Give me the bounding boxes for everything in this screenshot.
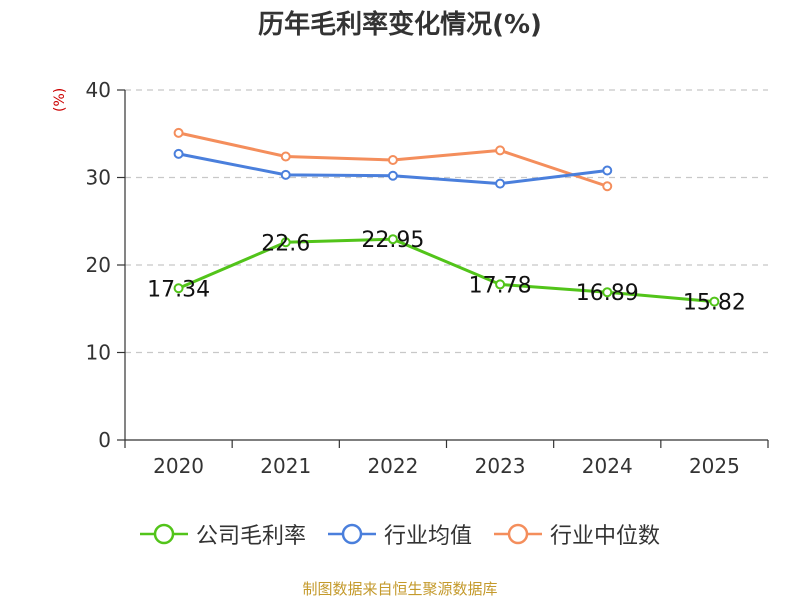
y-tick-label: 20	[86, 253, 111, 277]
data-point	[602, 181, 613, 192]
x-tick-label: 2024	[582, 454, 633, 478]
data-point	[602, 287, 613, 298]
data-label: 22.95	[361, 228, 424, 253]
data-point	[173, 283, 184, 294]
series-line-0	[177, 237, 715, 304]
legend-marker-icon	[327, 523, 376, 545]
axes: 0 10 20 30 40 2020 2021 2022 2023 2024 2025	[86, 78, 769, 478]
data-point	[387, 155, 398, 165]
data-label: 16.89	[576, 281, 639, 306]
legend-item[interactable]: 行业中位数	[494, 518, 660, 550]
data-point	[495, 178, 506, 189]
legend-label: 公司毛利率	[195, 524, 306, 549]
data-point	[709, 296, 720, 307]
data-label: 17.34	[147, 277, 210, 302]
legend-label: 行业中位数	[550, 524, 661, 549]
data-point	[602, 165, 613, 176]
legend-marker-icon	[139, 523, 188, 545]
y-tick-label: 0	[98, 428, 111, 452]
x-tick-label: 2023	[475, 454, 526, 478]
grid-lines	[125, 89, 768, 354]
data-point	[495, 279, 506, 290]
data-point	[280, 169, 291, 180]
data-point	[495, 145, 506, 156]
data-labels: 17.34 22.6 22.95 17.78 16.89 15.82	[147, 228, 746, 315]
data-point	[387, 170, 398, 181]
x-tick-label: 2025	[689, 454, 740, 478]
data-point	[280, 151, 291, 162]
legend-marker-icon	[494, 523, 542, 545]
data-point	[387, 234, 398, 245]
y-tick-label: 40	[86, 78, 111, 102]
data-label: 22.6	[261, 231, 310, 256]
legend-item[interactable]: 公司毛利率	[139, 518, 306, 550]
y-tick-label: 30	[86, 166, 111, 190]
legend-item[interactable]: 行业均值	[327, 518, 472, 550]
source-note: 制图数据来自恒生聚源数据库	[302, 580, 498, 598]
data-label: 15.82	[683, 291, 746, 316]
x-tick-label: 2021	[260, 454, 311, 478]
legend-label: 行业均值	[383, 524, 472, 549]
series-lines	[173, 127, 720, 307]
data-point	[173, 127, 184, 138]
x-tick-label: 2022	[367, 454, 418, 478]
legend: 公司毛利率 行业均值 行业中位数	[0, 518, 800, 550]
data-point	[280, 237, 291, 248]
data-label: 17.78	[469, 273, 532, 298]
y-tick-label: 10	[86, 341, 111, 365]
x-tick-label: 2020	[153, 454, 204, 478]
data-point	[173, 148, 184, 159]
chart-title: 历年毛利率变化情况(%)	[258, 10, 542, 40]
